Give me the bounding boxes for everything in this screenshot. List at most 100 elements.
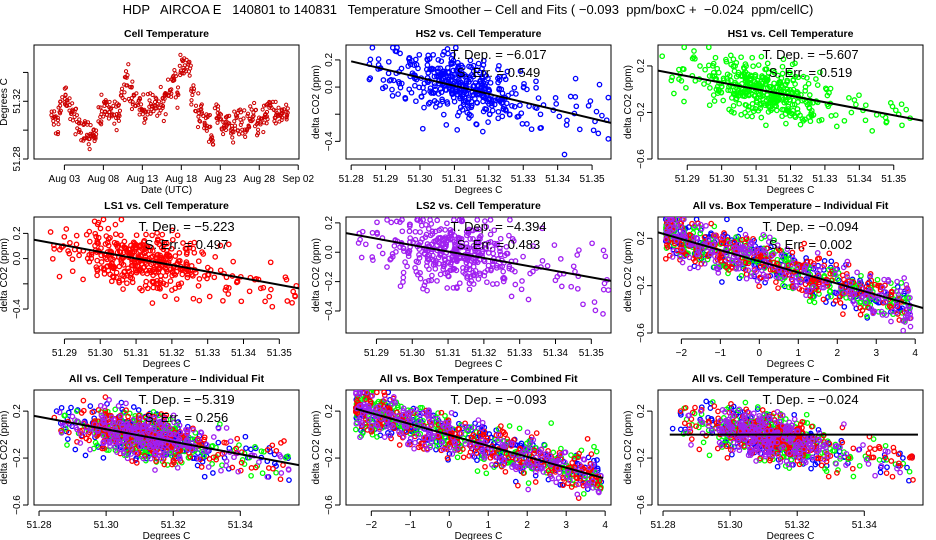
data-point <box>285 106 290 111</box>
data-point <box>487 239 494 245</box>
data-point <box>745 260 752 267</box>
data-point <box>279 115 285 120</box>
data-point <box>691 222 698 229</box>
data-point <box>108 278 115 285</box>
data-point <box>751 93 758 99</box>
data-point <box>429 272 435 279</box>
data-point <box>905 288 912 294</box>
data-point <box>427 217 433 223</box>
data-point <box>186 62 191 67</box>
data-point <box>169 87 174 92</box>
data-point <box>786 69 793 76</box>
data-point <box>470 242 477 249</box>
data-point <box>107 443 113 449</box>
data-point <box>427 85 434 92</box>
data-point <box>749 54 756 61</box>
x-tick-label: 3 <box>873 348 879 359</box>
x-tick-label: 51.31 <box>744 174 769 185</box>
data-point <box>537 125 544 131</box>
y-tick-label: 0.2 <box>324 404 335 418</box>
data-point <box>424 62 431 68</box>
data-point <box>161 118 166 124</box>
data-point <box>173 296 180 302</box>
data-point <box>269 442 276 449</box>
data-point <box>779 63 786 70</box>
data-point <box>118 217 125 223</box>
data-point <box>245 113 250 118</box>
y-tick-label: −0.2 <box>12 448 23 468</box>
data-point <box>491 101 498 108</box>
data-point <box>114 449 120 455</box>
data-point <box>784 77 791 84</box>
data-point <box>778 252 785 258</box>
panel-title: Cell Temperature <box>124 28 209 40</box>
data-point <box>94 272 100 279</box>
x-tick-label: 51.29 <box>52 348 77 359</box>
data-point <box>159 452 166 458</box>
y-tick-label: −0.2 <box>636 102 647 122</box>
data-point <box>223 462 229 469</box>
data-point <box>189 98 194 103</box>
data-point <box>86 238 93 245</box>
data-point <box>119 90 124 95</box>
data-point <box>694 251 701 258</box>
data-point <box>878 308 885 315</box>
data-point <box>122 97 127 103</box>
data-point <box>282 454 289 461</box>
data-point <box>150 284 157 291</box>
data-point <box>66 429 72 436</box>
data-point <box>521 80 527 87</box>
x-axis-label: Degrees C <box>455 531 503 540</box>
data-point <box>537 111 544 118</box>
x-tick-label: 51.32 <box>476 174 501 185</box>
data-point <box>467 236 474 242</box>
data-point <box>803 277 810 284</box>
data-point <box>454 258 460 265</box>
data-point <box>467 57 474 64</box>
data-point <box>402 96 409 102</box>
panel-title: All vs. Cell Temperature – Individual Fi… <box>69 373 265 385</box>
data-point <box>130 79 135 84</box>
data-point <box>580 301 586 308</box>
data-point <box>139 106 144 111</box>
data-point <box>109 260 115 266</box>
data-point <box>220 297 226 304</box>
data-point <box>896 317 903 323</box>
data-point <box>118 93 124 98</box>
data-point <box>477 242 484 249</box>
x-tick-label: Sep 02 <box>282 174 314 185</box>
data-point <box>173 432 180 438</box>
data-point <box>480 57 487 64</box>
data-point <box>666 252 673 259</box>
data-point <box>171 73 176 79</box>
data-point <box>811 299 818 306</box>
data-point <box>847 280 854 286</box>
data-point <box>88 123 93 128</box>
data-point <box>474 238 480 245</box>
data-point <box>892 107 899 114</box>
data-point <box>819 284 825 291</box>
data-point <box>391 243 398 249</box>
data-point <box>882 289 889 295</box>
data-point <box>893 309 900 316</box>
data-point <box>190 427 197 433</box>
data-point <box>482 246 489 252</box>
data-point <box>204 128 209 133</box>
x-tick-label: 51.29 <box>373 174 398 185</box>
data-point <box>444 220 450 227</box>
data-point <box>281 107 286 112</box>
data-point <box>116 118 121 123</box>
data-point <box>489 103 495 109</box>
data-point <box>764 92 771 98</box>
data-point <box>113 269 120 276</box>
data-point <box>176 257 183 264</box>
data-point <box>374 231 381 237</box>
data-point <box>67 96 72 101</box>
data-point <box>112 121 117 126</box>
data-point <box>788 110 795 117</box>
data-point <box>125 423 132 430</box>
data-point <box>231 140 236 145</box>
data-point <box>87 403 94 409</box>
data-point <box>78 130 83 135</box>
data-point <box>802 265 808 271</box>
